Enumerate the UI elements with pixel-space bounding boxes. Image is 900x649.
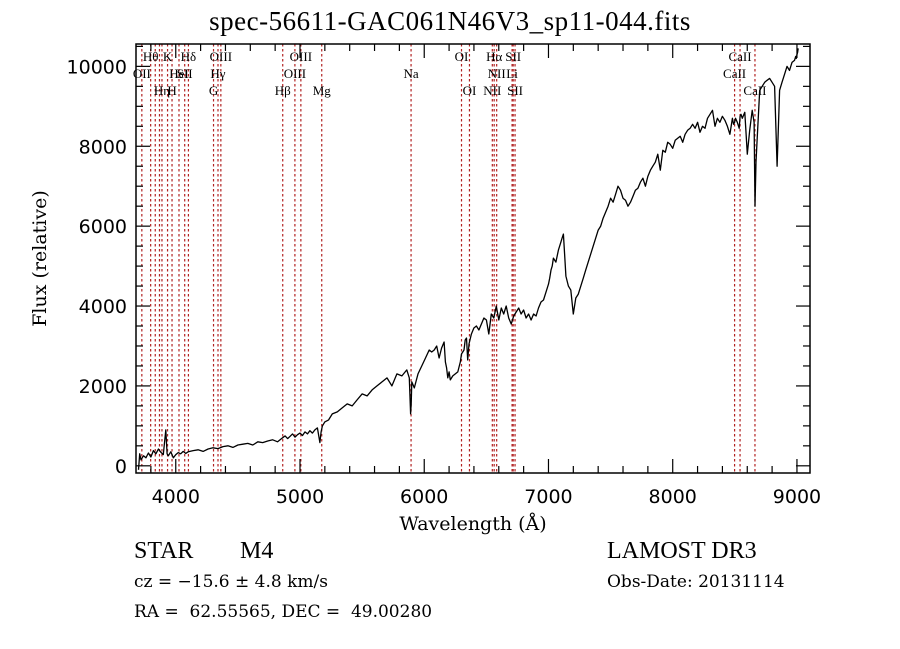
emission-line-label: H [167, 83, 176, 98]
object-subclass: M4 [240, 538, 274, 564]
redshift-text: cz = −15.6 ± 4.8 km/s [134, 572, 328, 592]
y-tick-label: 6000 [79, 216, 127, 238]
emission-line-label: SII [505, 49, 521, 64]
emission-line-label: Hη [154, 83, 170, 98]
emission-line-label: Hθ [143, 49, 159, 64]
emission-line-label: Hγ [210, 66, 225, 81]
axis-tick-labels: 4000 5000 6000 7000 8000 9000 0 2000 4000 6000 800… [67, 56, 822, 508]
emission-line-label: Hα [486, 49, 502, 64]
x-tick-label: 9000 [773, 486, 821, 508]
chart-title: spec-56611-GAC061N46V3_sp11-044.fits [209, 6, 691, 36]
x-tick-label: 5000 [276, 486, 324, 508]
emission-line-label: CaII [728, 49, 751, 64]
y-tick-label: 4000 [79, 296, 127, 318]
emission-line-label: Li [506, 66, 518, 81]
emission-line-label: CaII [743, 83, 766, 98]
y-tick-label: 2000 [79, 376, 127, 398]
emission-line-label: K [163, 49, 173, 64]
emission-line-label: OI [455, 49, 469, 64]
emission-line-label: HeI [169, 66, 189, 81]
plot-frame [135, 43, 811, 474]
axis-ticks [136, 44, 810, 473]
emission-line-label: OIII [210, 49, 232, 64]
x-tick-label: 7000 [524, 486, 572, 508]
emission-line-label: OIII [284, 66, 306, 81]
emission-line-label: OI [463, 83, 477, 98]
emission-line-label: G [209, 83, 218, 98]
x-tick-label: 6000 [400, 486, 448, 508]
y-tick-label: 8000 [79, 136, 127, 158]
emission-line-label: CaII [723, 66, 746, 81]
object-class: STAR [134, 538, 194, 564]
survey-name: LAMOST DR3 [607, 538, 757, 564]
x-tick-label: 8000 [649, 486, 697, 508]
x-tick-label: 4000 [152, 486, 200, 508]
y-tick-label: 0 [115, 456, 127, 478]
emission-line-label: OII [133, 66, 151, 81]
line-markers [141, 44, 756, 473]
line-labels: OIIHθHηKHHeISIIHδGHγOIIIHβOIIIOIIIMgNaOI… [133, 49, 767, 98]
observation-date: Obs-Date: 20131114 [607, 572, 785, 592]
x-axis-label: Wavelength (Å) [399, 513, 546, 535]
emission-line-label: OIII [290, 49, 312, 64]
y-tick-label: 10000 [67, 56, 127, 78]
emission-line-label: SII [507, 83, 523, 98]
emission-line-label: NII [488, 66, 506, 81]
emission-line-label: Hδ [181, 49, 197, 64]
spectrum-line [137, 48, 799, 470]
emission-line-label: SII [177, 66, 193, 81]
coordinates-text: RA = 62.55565, DEC = 49.00280 [134, 602, 433, 622]
emission-line-label: Na [403, 66, 418, 81]
emission-line-label: Mg [313, 83, 332, 98]
emission-line-label: Hβ [275, 83, 291, 98]
emission-line-label: NII [483, 83, 501, 98]
y-axis-label: Flux (relative) [29, 190, 51, 327]
